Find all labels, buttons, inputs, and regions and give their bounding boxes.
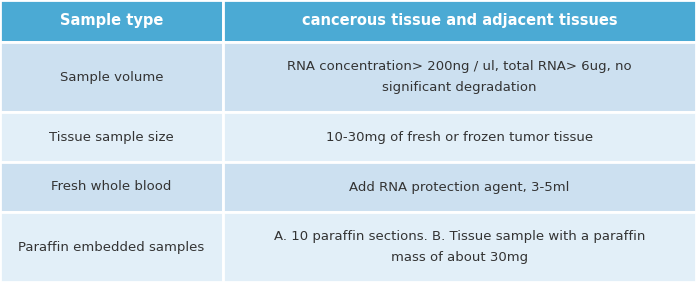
Text: Sample volume: Sample volume bbox=[60, 70, 163, 83]
Bar bbox=[0, 212, 223, 282]
Bar bbox=[223, 162, 696, 212]
Text: Sample type: Sample type bbox=[60, 14, 163, 28]
Bar bbox=[223, 42, 696, 112]
Bar bbox=[223, 0, 696, 42]
Text: 10-30mg of fresh or frozen tumor tissue: 10-30mg of fresh or frozen tumor tissue bbox=[326, 131, 593, 144]
Bar bbox=[0, 42, 223, 112]
Text: RNA concentration> 200ng / ul, total RNA> 6ug, no
significant degradation: RNA concentration> 200ng / ul, total RNA… bbox=[287, 60, 632, 94]
Text: A. 10 paraffin sections. B. Tissue sample with a paraffin
mass of about 30mg: A. 10 paraffin sections. B. Tissue sampl… bbox=[274, 230, 645, 264]
Text: Tissue sample size: Tissue sample size bbox=[49, 131, 174, 144]
Text: cancerous tissue and adjacent tissues: cancerous tissue and adjacent tissues bbox=[301, 14, 617, 28]
Bar bbox=[0, 0, 223, 42]
Bar bbox=[223, 112, 696, 162]
Text: Fresh whole blood: Fresh whole blood bbox=[52, 180, 171, 193]
Bar bbox=[0, 112, 223, 162]
Bar bbox=[0, 162, 223, 212]
Bar bbox=[223, 212, 696, 282]
Text: Add RNA protection agent, 3-5ml: Add RNA protection agent, 3-5ml bbox=[349, 180, 569, 193]
Text: Paraffin embedded samples: Paraffin embedded samples bbox=[18, 241, 205, 254]
